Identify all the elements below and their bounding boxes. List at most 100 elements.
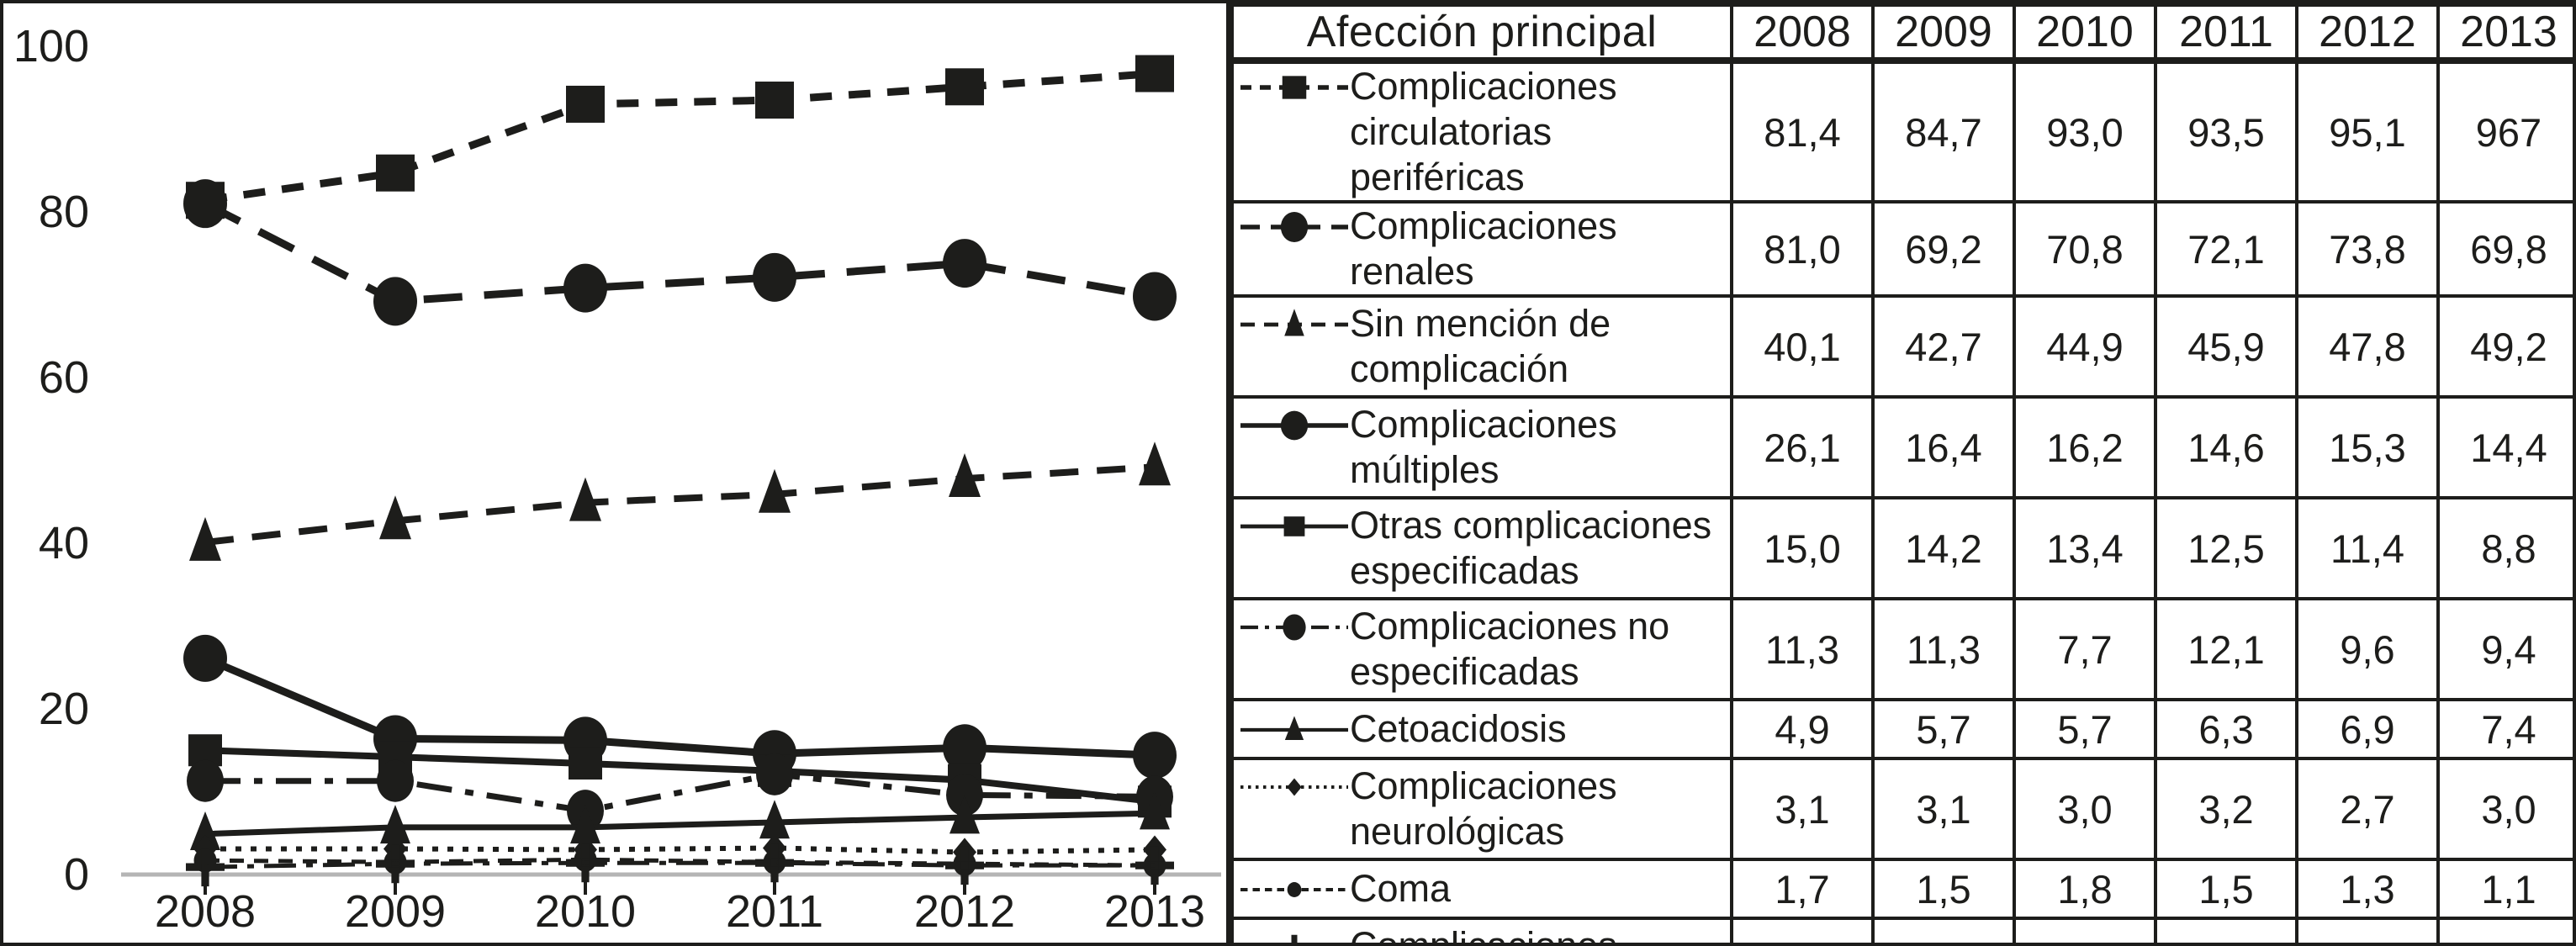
value-cell: 44,9 (2013, 294, 2157, 399)
table-row: Complicaciones neurológicas 3,1 3,1 3,0 3,2 2,… (1230, 757, 2573, 861)
row-label-cell: Cetoacidosis (1230, 698, 1733, 760)
table-header-year: 2012 (2295, 3, 2440, 64)
row-label-text: Cetoacidosis (1350, 707, 1567, 750)
table-header-year: 2009 (1871, 3, 2016, 64)
row-label-cell: Otras complicaciones especificadas (1230, 496, 1733, 600)
value-cell: 0,9 (1730, 917, 1875, 943)
legend-sample-sin-mencion (1240, 309, 1348, 336)
x-axis-tick-label: 2009 (345, 886, 446, 937)
legend-sample-no-especificadas (1240, 614, 1348, 641)
legend-sample-neurologicas (1240, 778, 1348, 796)
table-row: Coma 1,7 1,5 1,8 1,5 1,3 1,1 (1230, 858, 2573, 920)
value-cell: 1,5 (1871, 858, 2016, 920)
value-cell: 47,8 (2295, 294, 2440, 399)
legend-sample-oftalmicas (1291, 934, 1298, 943)
value-cell: 1,3 (1871, 917, 2016, 943)
line-chart: 0 20 40 60 80 100 2008 2009 2010 2011 2012 2013 (13, 21, 1221, 937)
y-axis-tick-label: 20 (39, 684, 89, 734)
value-cell: 49,2 (2436, 294, 2573, 399)
legend-sample-otras-especificadas (1240, 516, 1348, 536)
table-header-year: 2013 (2436, 3, 2573, 64)
value-cell: 12,5 (2154, 496, 2298, 600)
value-cell: 8,8 (2436, 496, 2573, 600)
value-cell: 45,9 (2154, 294, 2298, 399)
value-cell: 5,7 (2013, 698, 2157, 760)
data-table: Afección principal 2008 2009 2010 2011 2012 2… (1230, 3, 2573, 946)
value-cell: 26,1 (1730, 395, 1875, 499)
value-cell: 84,7 (1871, 59, 2016, 203)
value-cell: 14,2 (1871, 496, 2016, 600)
value-cell: 7,4 (2436, 698, 2573, 760)
value-cell: 6,9 (2295, 698, 2440, 760)
value-cell: 81,0 (1730, 200, 1875, 298)
x-axis-tick-label: 2012 (914, 886, 1015, 937)
row-label-text: Complicacionesoftálmicas (1350, 924, 1617, 946)
series-circulatorias-perifericas (186, 55, 1174, 219)
x-axis-tick-label: 2013 (1104, 886, 1205, 937)
row-label-text: Complicaciones circulatorias periféricas (1350, 65, 1617, 198)
value-cell: 72,1 (2154, 200, 2298, 298)
value-cell: 70,8 (2013, 200, 2157, 298)
value-cell: 5,7 (1871, 698, 2016, 760)
table-header-label: Afección principal (1230, 3, 1733, 64)
value-cell: 93,0 (2013, 59, 2157, 203)
series-multiples (183, 634, 1177, 780)
row-label-cell: Coma (1230, 858, 1733, 920)
value-cell: 6,3 (2154, 698, 2298, 760)
row-label-cell: Complicaciones renales (1230, 200, 1733, 298)
legend-sample-coma (1240, 882, 1348, 897)
table-header-row: Afección principal 2008 2009 2010 2011 2012 2… (1230, 3, 2573, 64)
row-label-cell: Sin mención de complicación (1230, 294, 1733, 399)
value-cell: 1,4 (2154, 917, 2298, 943)
x-axis-tick-label: 2010 (535, 886, 636, 937)
value-cell: 9,6 (2295, 597, 2440, 701)
value-cell: 14,4 (2436, 395, 2573, 499)
x-axis-tick-label: 2008 (155, 886, 256, 937)
value-cell: 3,0 (2436, 757, 2573, 861)
value-cell: 40,1 (1730, 294, 1875, 399)
value-cell: 69,8 (2436, 200, 2573, 298)
row-label-cell: Complicaciones neurológicas (1230, 757, 1733, 861)
table-row: Complicaciones renales 81,0 69,2 70,8 72,1 73… (1230, 200, 2573, 298)
value-cell: 11,3 (1730, 597, 1875, 701)
value-cell: 2,7 (2295, 757, 2440, 861)
series-renales (183, 179, 1177, 326)
y-axis-tick-label: 40 (39, 518, 89, 568)
row-label-text: Complicaciones renales (1350, 204, 1617, 293)
value-cell: 16,2 (2013, 395, 2157, 499)
row-label-text: Sin mención de complicación (1350, 302, 1611, 390)
y-axis-tick-label: 0 (64, 849, 89, 900)
y-axis-tick-label: 100 (13, 21, 89, 71)
value-cell: 1,1 (2436, 858, 2573, 920)
row-label-text: Otras complicaciones especificadas (1350, 504, 1712, 592)
value-cell: 3,0 (2013, 757, 2157, 861)
row-label-cell: Complicaciones circulatorias periféricas (1230, 59, 1733, 203)
table-row: Complicacionesoftálmicas0,91,31,41,41,11… (1230, 917, 2573, 946)
value-cell: 1,3 (2295, 858, 2440, 920)
value-cell: 93,5 (2154, 59, 2298, 203)
legend-sample-circulatorias-perifericas (1240, 76, 1348, 99)
legend-sample-multiples (1240, 410, 1348, 441)
value-cell: 69,2 (1871, 200, 2016, 298)
value-cell: 12,1 (2154, 597, 2298, 701)
value-cell: 16,4 (1871, 395, 2016, 499)
legend-sample-renales (1240, 212, 1348, 242)
table-header-year: 2011 (2154, 3, 2298, 64)
table-header-year: 2010 (2013, 3, 2157, 64)
value-cell: 14,6 (2154, 395, 2298, 499)
value-cell: 3,1 (1730, 757, 1875, 861)
table-row: Sin mención de complicación 40,1 42,7 44,9 45… (1230, 294, 2573, 399)
table-row: Cetoacidosis 4,9 5,7 5,7 6,3 6,9 7,4 (1230, 698, 2573, 760)
table-row: Complicaciones no especificadas 11,3 11,3 7,… (1230, 597, 2573, 701)
value-cell: 3,1 (1871, 757, 2016, 861)
row-label-text: Coma (1350, 867, 1452, 910)
row-label-text: Complicaciones no especificadas (1350, 605, 1670, 693)
value-cell: 3,2 (2154, 757, 2298, 861)
value-cell: 4,9 (1730, 698, 1875, 760)
value-cell: 1,5 (2154, 858, 2298, 920)
series-sin-mencion (189, 441, 1171, 561)
row-label-text: Complicaciones múltiples (1350, 403, 1617, 491)
value-cell: 95,1 (2295, 59, 2440, 203)
row-label-text: Complicaciones neurológicas (1350, 764, 1617, 853)
